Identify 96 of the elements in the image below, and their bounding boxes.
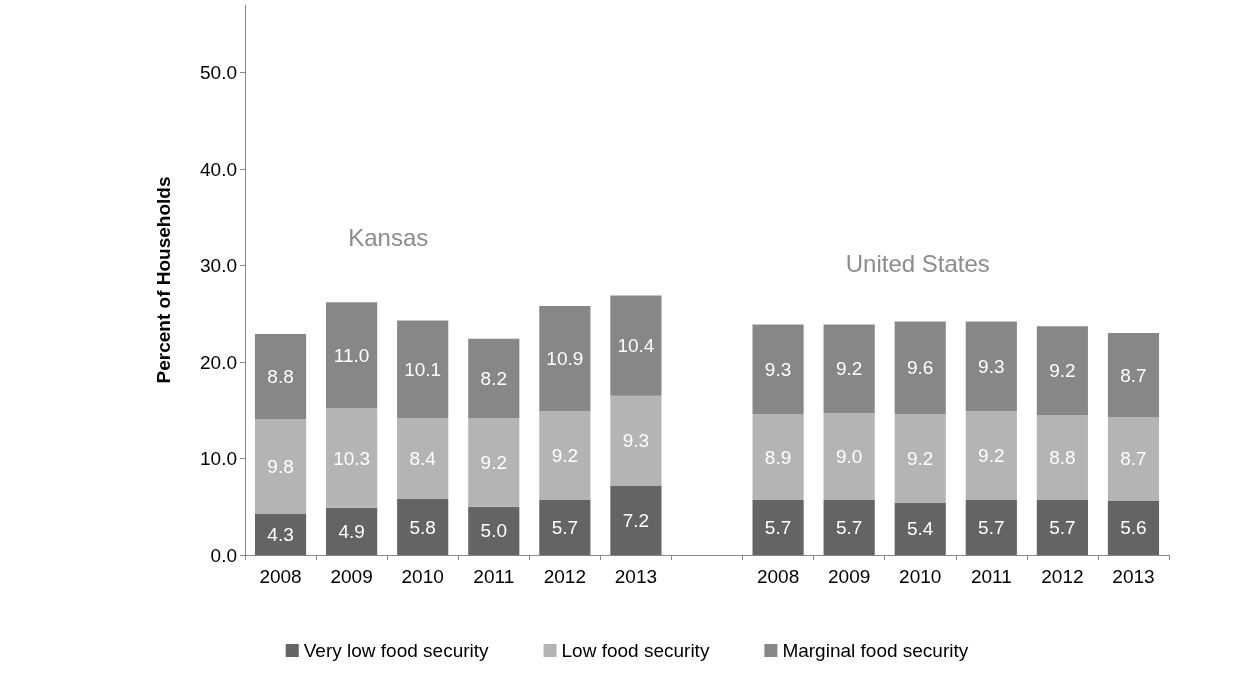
bar [965, 411, 1017, 500]
data-label: 11.0 [333, 344, 370, 366]
data-label: 10.3 [333, 447, 371, 469]
bar [894, 321, 946, 415]
x-tick-label: 2013 [1112, 566, 1155, 587]
data-label: 9.2 [907, 448, 934, 470]
bar [1036, 326, 1088, 416]
bar [965, 321, 1017, 412]
bar [468, 417, 520, 507]
x-tick-label: 2011 [473, 566, 515, 587]
y-tick-label: 0.0 [210, 544, 237, 566]
x-tick-label: 2013 [614, 566, 658, 587]
data-label: 5.7 [764, 517, 792, 538]
data-label: 5.7 [978, 517, 1005, 538]
y-tick-label: 10.0 [200, 448, 237, 470]
bar [397, 417, 449, 500]
y-tick-label: 40.0 [200, 158, 237, 180]
bar [539, 306, 591, 412]
x-tick-label: 2008 [259, 566, 302, 587]
annotation: Kansas [348, 223, 429, 251]
x-tick-label: 2010 [899, 566, 942, 587]
data-label: 10.9 [546, 348, 584, 370]
data-label: 8.7 [1120, 448, 1147, 470]
bar [326, 408, 378, 508]
data-label: 8.8 [1049, 447, 1076, 469]
data-label: 8.9 [764, 446, 792, 468]
data-label: 8.7 [1120, 364, 1147, 386]
bar [752, 414, 804, 500]
y-tick-label: 50.0 [200, 62, 237, 84]
bar [610, 395, 662, 486]
data-label: 9.8 [267, 455, 294, 477]
data-label: 5.6 [1120, 517, 1147, 539]
legend-label: Very low food security [303, 640, 490, 661]
bar [468, 338, 520, 418]
bar [1036, 500, 1088, 555]
bar [610, 485, 662, 555]
data-label: 4.3 [267, 523, 294, 545]
data-label: 9.6 [907, 357, 934, 379]
bar [1107, 500, 1160, 555]
data-label: 9.2 [978, 445, 1005, 467]
bar [752, 500, 804, 555]
bar [254, 418, 307, 514]
data-label: 9.2 [551, 445, 579, 467]
data-label: 8.2 [480, 367, 507, 389]
data-label: 9.3 [764, 358, 792, 380]
data-label: 9.2 [835, 358, 863, 380]
data-label: 9.2 [1049, 360, 1076, 382]
bar [539, 500, 591, 555]
y-axis-title: Percent of Households [153, 176, 174, 384]
data-label: 9.3 [978, 355, 1005, 377]
x-tick-label: 2009 [828, 566, 871, 587]
bar [823, 413, 875, 500]
data-label: 5.7 [835, 517, 863, 538]
data-label: 7.2 [622, 509, 650, 531]
x-tick-label: 2010 [401, 566, 444, 587]
bar [539, 411, 591, 500]
data-label: 10.1 [404, 358, 442, 380]
bar [254, 334, 307, 419]
x-tick-label: 2012 [1041, 566, 1084, 587]
data-label: 4.9 [338, 520, 365, 542]
bar [610, 295, 662, 396]
bar [468, 506, 520, 555]
x-tick-label: 2008 [756, 566, 800, 587]
data-label: 5.4 [907, 518, 934, 540]
x-tick-label: 2009 [330, 566, 373, 587]
data-label: 5.0 [480, 520, 507, 542]
legend-label: Marginal food security [782, 640, 969, 661]
bar [752, 324, 804, 415]
y-tick-label: 30.0 [200, 255, 237, 277]
bar [965, 500, 1017, 555]
x-tick-label: 2011 [970, 566, 1012, 587]
bar [1107, 417, 1160, 501]
data-label: 9.3 [622, 430, 650, 452]
bar [326, 302, 378, 409]
bar [894, 502, 946, 555]
bar [254, 513, 307, 555]
bar [397, 499, 449, 555]
data-label: 5.8 [409, 516, 436, 538]
data-label: 9.2 [480, 451, 507, 473]
y-tick-label: 20.0 [200, 351, 237, 373]
bar [823, 324, 875, 414]
bar [1036, 415, 1088, 500]
data-label: 8.4 [409, 448, 437, 470]
x-tick-label: 2012 [543, 566, 586, 587]
bar [823, 500, 875, 555]
bar [894, 414, 946, 503]
bar [1107, 333, 1160, 418]
bar [397, 320, 449, 418]
data-label: 9.0 [835, 446, 863, 468]
legend-label: Low food security [561, 640, 710, 661]
data-label: 5.7 [551, 517, 579, 538]
data-label: 10.4 [617, 335, 655, 357]
data-label: 5.7 [1049, 517, 1076, 538]
annotation: United States [845, 249, 990, 277]
data-label: 8.8 [267, 365, 294, 387]
bar [326, 507, 378, 555]
